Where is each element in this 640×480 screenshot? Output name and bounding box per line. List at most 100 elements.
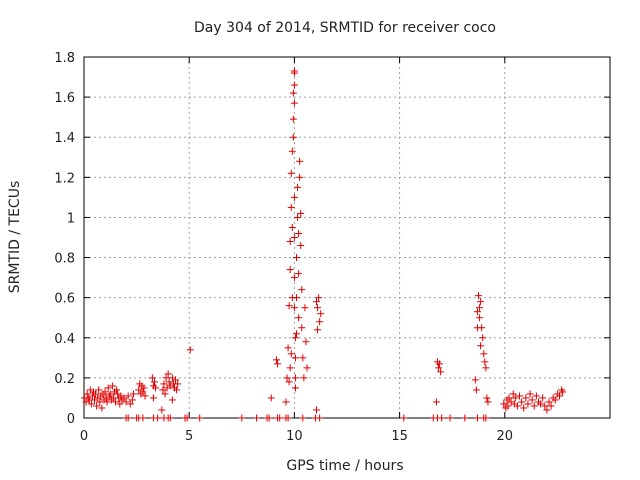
data-point <box>293 330 301 338</box>
data-point <box>476 314 484 322</box>
data-point <box>139 414 147 422</box>
data-point <box>285 378 293 386</box>
data-point <box>301 304 309 312</box>
data-point <box>273 356 281 364</box>
data-point <box>446 414 454 422</box>
data-point <box>436 360 444 368</box>
data-point <box>298 286 306 294</box>
data-point <box>475 292 482 300</box>
data-point <box>288 147 296 155</box>
data-point <box>265 414 273 422</box>
data-point <box>164 370 172 378</box>
data-point <box>520 404 528 412</box>
data-point <box>290 67 298 75</box>
data-point <box>284 414 292 422</box>
data-point <box>298 324 306 332</box>
data-point <box>477 298 485 306</box>
data-point <box>83 390 91 398</box>
data-point <box>286 238 294 246</box>
data-point <box>473 308 481 316</box>
data-point <box>196 414 204 422</box>
data-point <box>92 390 100 398</box>
data-point <box>141 392 149 400</box>
data-point <box>287 169 295 177</box>
y-tick-label: 1 <box>67 211 75 226</box>
data-point <box>295 314 303 322</box>
data-point <box>238 414 246 422</box>
data-point <box>158 406 166 414</box>
data-point <box>112 398 120 406</box>
data-point <box>103 398 111 406</box>
data-point <box>165 378 173 386</box>
data-point <box>482 364 490 372</box>
y-tick-labels: 0 0.2 0.4 0.6 0.8 1 1.2 1.4 1.6 1.8 <box>54 51 75 427</box>
data-point <box>104 384 112 392</box>
y-tick-label: 1.4 <box>54 131 75 146</box>
y-axis-label: SRMTID / TECUs <box>7 181 23 294</box>
data-point <box>437 368 445 376</box>
data-point <box>152 384 160 392</box>
data-point <box>282 398 290 406</box>
data-point <box>296 173 304 181</box>
data-point <box>291 384 299 392</box>
data-point <box>98 404 106 412</box>
data-point <box>168 396 176 404</box>
data-point <box>290 81 298 89</box>
data-point <box>291 354 299 362</box>
data-point <box>314 304 322 312</box>
data-point <box>438 414 446 422</box>
data-point <box>480 350 488 358</box>
data-point <box>288 223 296 231</box>
data-point <box>522 394 530 402</box>
data-point <box>290 304 298 312</box>
data-point <box>139 388 147 396</box>
data-point <box>530 402 538 410</box>
x-tick-labels: 0 5 10 15 20 <box>80 429 513 444</box>
data-point <box>290 99 298 107</box>
y-tick-label: 1.2 <box>54 171 75 186</box>
data-point <box>295 229 303 237</box>
data-point <box>120 394 128 402</box>
data-point <box>400 414 408 422</box>
data-point <box>314 326 322 334</box>
data-point <box>481 358 489 366</box>
data-point <box>284 344 292 352</box>
data-point <box>149 394 157 402</box>
data-point <box>461 414 469 422</box>
data-point <box>505 394 513 402</box>
data-point <box>559 388 567 396</box>
data-point <box>290 193 298 201</box>
x-tick-label: 15 <box>391 429 408 444</box>
data-point <box>128 396 136 404</box>
data-point <box>526 390 534 398</box>
y-tick-label: 1.8 <box>54 51 75 66</box>
x-axis-label: GPS time / hours <box>286 458 403 474</box>
data-point <box>289 89 297 97</box>
data-point <box>140 384 148 392</box>
data-point <box>93 402 101 410</box>
data-point <box>473 414 481 422</box>
data-point <box>545 398 553 406</box>
data-point <box>108 382 116 390</box>
data-point <box>291 374 299 382</box>
data-marks <box>80 67 567 422</box>
data-point <box>183 414 191 422</box>
y-tick-label: 0 <box>67 412 75 427</box>
data-point <box>113 386 121 394</box>
data-point <box>299 414 307 422</box>
y-tick-label: 1.6 <box>54 91 75 106</box>
data-point <box>289 115 297 123</box>
data-point <box>161 390 169 398</box>
data-point <box>543 406 551 414</box>
grid-lines <box>84 57 610 418</box>
data-point <box>135 386 143 394</box>
data-point <box>267 394 275 402</box>
data-point <box>274 360 282 368</box>
data-point <box>253 414 261 422</box>
data-point <box>294 183 302 191</box>
data-point <box>509 390 517 398</box>
x-tick-label: 20 <box>497 429 514 444</box>
data-point <box>312 406 320 414</box>
data-point <box>289 133 297 141</box>
